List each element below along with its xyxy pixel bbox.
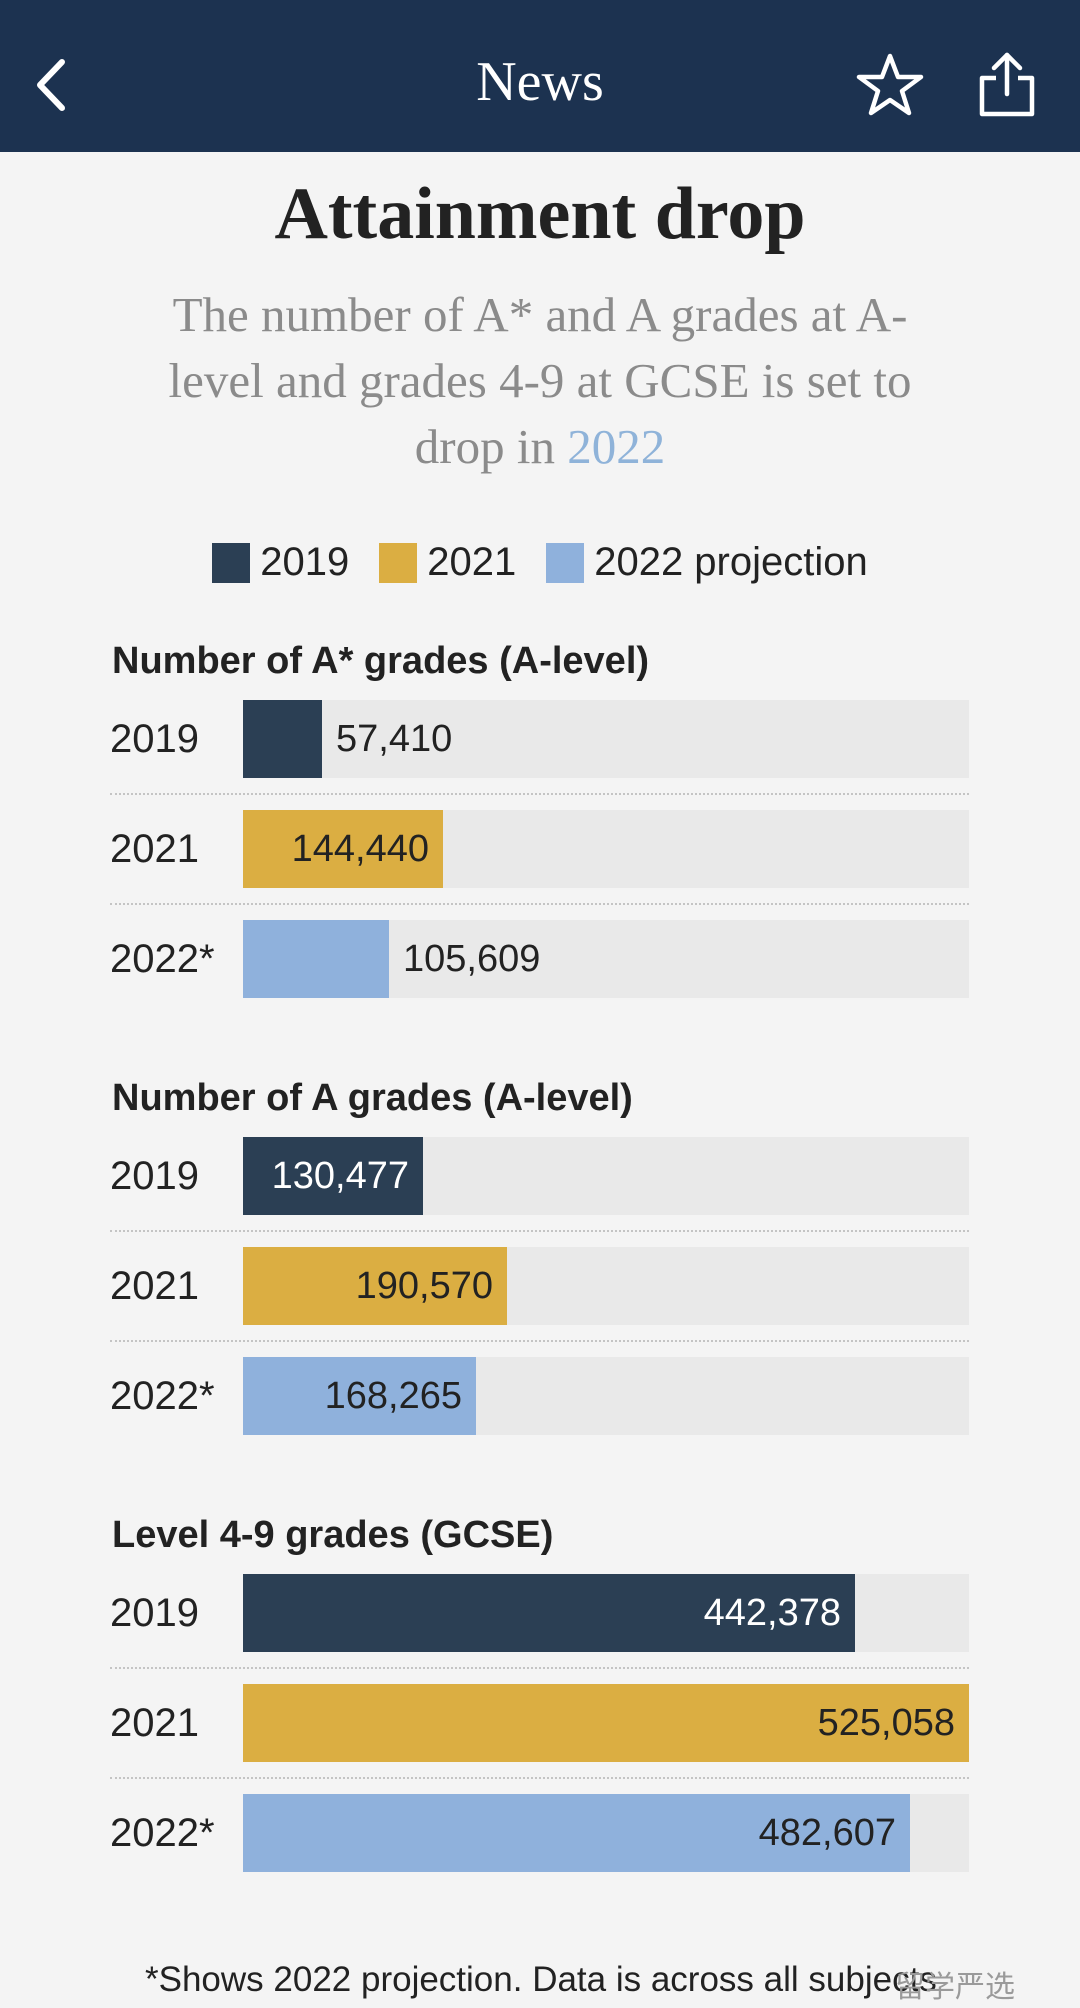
data-label: 168,265 bbox=[324, 1375, 462, 1417]
data-label: 525,058 bbox=[817, 1702, 955, 1744]
legend-swatch-2021 bbox=[379, 542, 418, 583]
row-divider bbox=[110, 903, 969, 905]
bar bbox=[243, 1137, 423, 1215]
chevron-left-icon bbox=[37, 59, 65, 111]
bar-track: 105,609 bbox=[243, 920, 969, 998]
chart-legend: 2019 2021 2022 projection bbox=[0, 540, 1080, 585]
row-divider bbox=[110, 1667, 969, 1669]
data-label: 190,570 bbox=[355, 1265, 493, 1307]
page-title: News bbox=[476, 51, 604, 113]
bar-track: 57,410 bbox=[243, 700, 969, 778]
data-label: 482,607 bbox=[758, 1812, 896, 1854]
bar bbox=[243, 1247, 507, 1325]
category-label: 2021 bbox=[110, 827, 199, 871]
category-label: 2022* bbox=[110, 1374, 215, 1418]
legend-swatch-2019 bbox=[212, 542, 251, 583]
legend-label-2021: 2021 bbox=[427, 540, 517, 584]
favorite-button[interactable] bbox=[855, 50, 925, 120]
category-label: 2019 bbox=[110, 1591, 199, 1635]
watermark: 留学严选 bbox=[895, 1971, 1015, 2004]
bar-track: 442,378 bbox=[243, 1574, 969, 1652]
bar bbox=[243, 1357, 476, 1435]
bar bbox=[243, 1574, 855, 1652]
chart-title: Attainment drop bbox=[274, 173, 806, 255]
panel-title: Number of A grades (A-level) bbox=[112, 1077, 633, 1119]
subtitle-text: The number of A* and A grades at A-level… bbox=[168, 287, 912, 474]
star-icon bbox=[856, 53, 924, 116]
category-label: 2021 bbox=[110, 1701, 199, 1745]
bar-track: 130,477 bbox=[243, 1137, 969, 1215]
panel-title: Number of A* grades (A-level) bbox=[112, 640, 650, 682]
bar-track: 482,607 bbox=[243, 1794, 969, 1872]
legend-item-2019: 2019 bbox=[212, 540, 349, 585]
category-label: 2019 bbox=[110, 717, 199, 761]
chart-subtitle: The number of A* and A grades at A-level… bbox=[130, 282, 950, 480]
row-divider bbox=[110, 1777, 969, 1779]
category-label: 2021 bbox=[110, 1264, 199, 1308]
data-label: 130,477 bbox=[271, 1155, 409, 1197]
data-label: 144,440 bbox=[291, 828, 429, 870]
subtitle-highlight-year: 2022 bbox=[567, 419, 666, 474]
category-label: 2019 bbox=[110, 1154, 199, 1198]
back-button[interactable] bbox=[18, 50, 88, 120]
row-divider bbox=[110, 1230, 969, 1232]
bar-track: 525,058 bbox=[243, 1684, 969, 1762]
legend-item-2022: 2022 projection bbox=[546, 540, 868, 585]
bar bbox=[243, 1684, 969, 1762]
category-label: 2022* bbox=[110, 1811, 215, 1855]
bar-track: 168,265 bbox=[243, 1357, 969, 1435]
bar-track: 190,570 bbox=[243, 1247, 969, 1325]
category-label: 2022* bbox=[110, 937, 215, 981]
data-label: 57,410 bbox=[336, 718, 453, 760]
bar bbox=[243, 700, 322, 778]
row-divider bbox=[110, 1340, 969, 1342]
bar-track: 144,440 bbox=[243, 810, 969, 888]
bar bbox=[243, 810, 443, 888]
share-button[interactable] bbox=[972, 50, 1042, 120]
chart-footnote: *Shows 2022 projection. Data is across a… bbox=[145, 1960, 937, 1999]
legend-label-2019: 2019 bbox=[260, 540, 350, 584]
data-label: 105,609 bbox=[403, 938, 541, 980]
data-label: 442,378 bbox=[703, 1592, 841, 1634]
top-app-bar: News bbox=[0, 0, 1080, 152]
legend-label-2022: 2022 projection bbox=[594, 540, 868, 584]
row-divider bbox=[110, 793, 969, 795]
bar bbox=[243, 1794, 910, 1872]
share-icon bbox=[979, 52, 1035, 117]
legend-swatch-2022 bbox=[546, 542, 585, 583]
bar bbox=[243, 920, 389, 998]
legend-item-2021: 2021 bbox=[379, 540, 516, 585]
panel-title: Level 4-9 grades (GCSE) bbox=[112, 1514, 554, 1556]
